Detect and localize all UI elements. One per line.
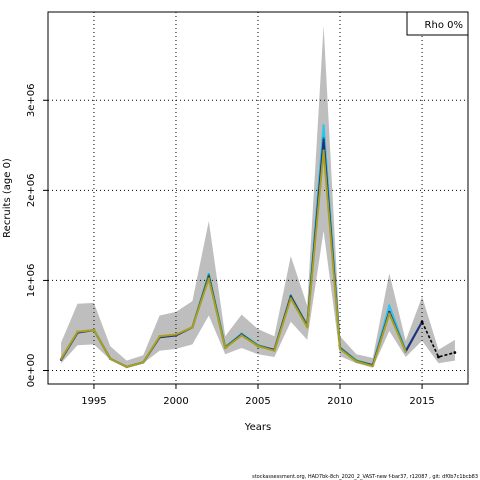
- series-point: [92, 328, 96, 332]
- series-point: [125, 365, 128, 369]
- x-tick-label: 2000: [163, 396, 188, 407]
- y-tick-label: 1e+06: [26, 264, 37, 298]
- confidence-band: [61, 25, 423, 368]
- projection-line: [421, 321, 456, 358]
- series-point: [174, 333, 178, 336]
- series-point: [355, 360, 358, 363]
- grid-layer: [48, 12, 468, 384]
- series-point: [338, 347, 342, 351]
- y-tick-label: 3e+06: [26, 83, 37, 117]
- series-point: [76, 330, 79, 333]
- series-point: [404, 350, 407, 353]
- series-point: [191, 326, 194, 329]
- series-point: [207, 277, 210, 280]
- series-point: [256, 344, 260, 348]
- projection-point: [420, 320, 424, 324]
- series-point: [158, 335, 161, 338]
- x-tick-label: 2010: [327, 396, 352, 407]
- y-tick-label: 2e+06: [26, 174, 37, 208]
- series-point: [322, 136, 325, 140]
- series-point: [289, 295, 293, 298]
- series-point: [371, 364, 375, 368]
- footer-credit: stockassessment.org, HAD7bk-8ch_2020_2_V…: [252, 474, 478, 480]
- legend: Rho 0%: [406, 11, 469, 36]
- series-point: [388, 312, 391, 315]
- series-point: [207, 275, 210, 279]
- series-line-4: [60, 149, 407, 368]
- projection-point: [453, 351, 457, 354]
- x-axis-label: Years: [244, 422, 271, 433]
- confidence-band-layer: [61, 25, 455, 368]
- series-point: [388, 304, 391, 307]
- legend-box: [406, 11, 469, 36]
- x-tick-label: 2005: [245, 396, 270, 407]
- projection-band: [422, 296, 455, 364]
- series-point: [388, 310, 391, 314]
- series-point: [289, 297, 293, 300]
- axis-layer: 1995 2000 2005 2010 2015 0e+00 1e+06 2e+06 3e+06: [26, 83, 435, 407]
- legend-label: Rho 0%: [425, 20, 463, 31]
- y-axis-label: Recruits (age 0): [2, 158, 13, 238]
- series-point: [59, 357, 63, 360]
- series-point: [322, 124, 325, 127]
- projection-point: [437, 355, 440, 359]
- y-tick-label: 0e+00: [26, 354, 37, 388]
- series-point: [109, 357, 112, 360]
- series-point: [207, 273, 210, 277]
- series-point: [273, 349, 276, 352]
- x-tick-label: 2015: [409, 396, 434, 407]
- series-point: [240, 334, 243, 337]
- series-layer: [59, 124, 457, 369]
- series-point: [322, 149, 325, 152]
- series-point: [223, 346, 227, 350]
- x-tick-label: 1995: [81, 396, 106, 407]
- series-point: [306, 326, 309, 329]
- series-point: [322, 138, 325, 142]
- series-point: [141, 361, 145, 364]
